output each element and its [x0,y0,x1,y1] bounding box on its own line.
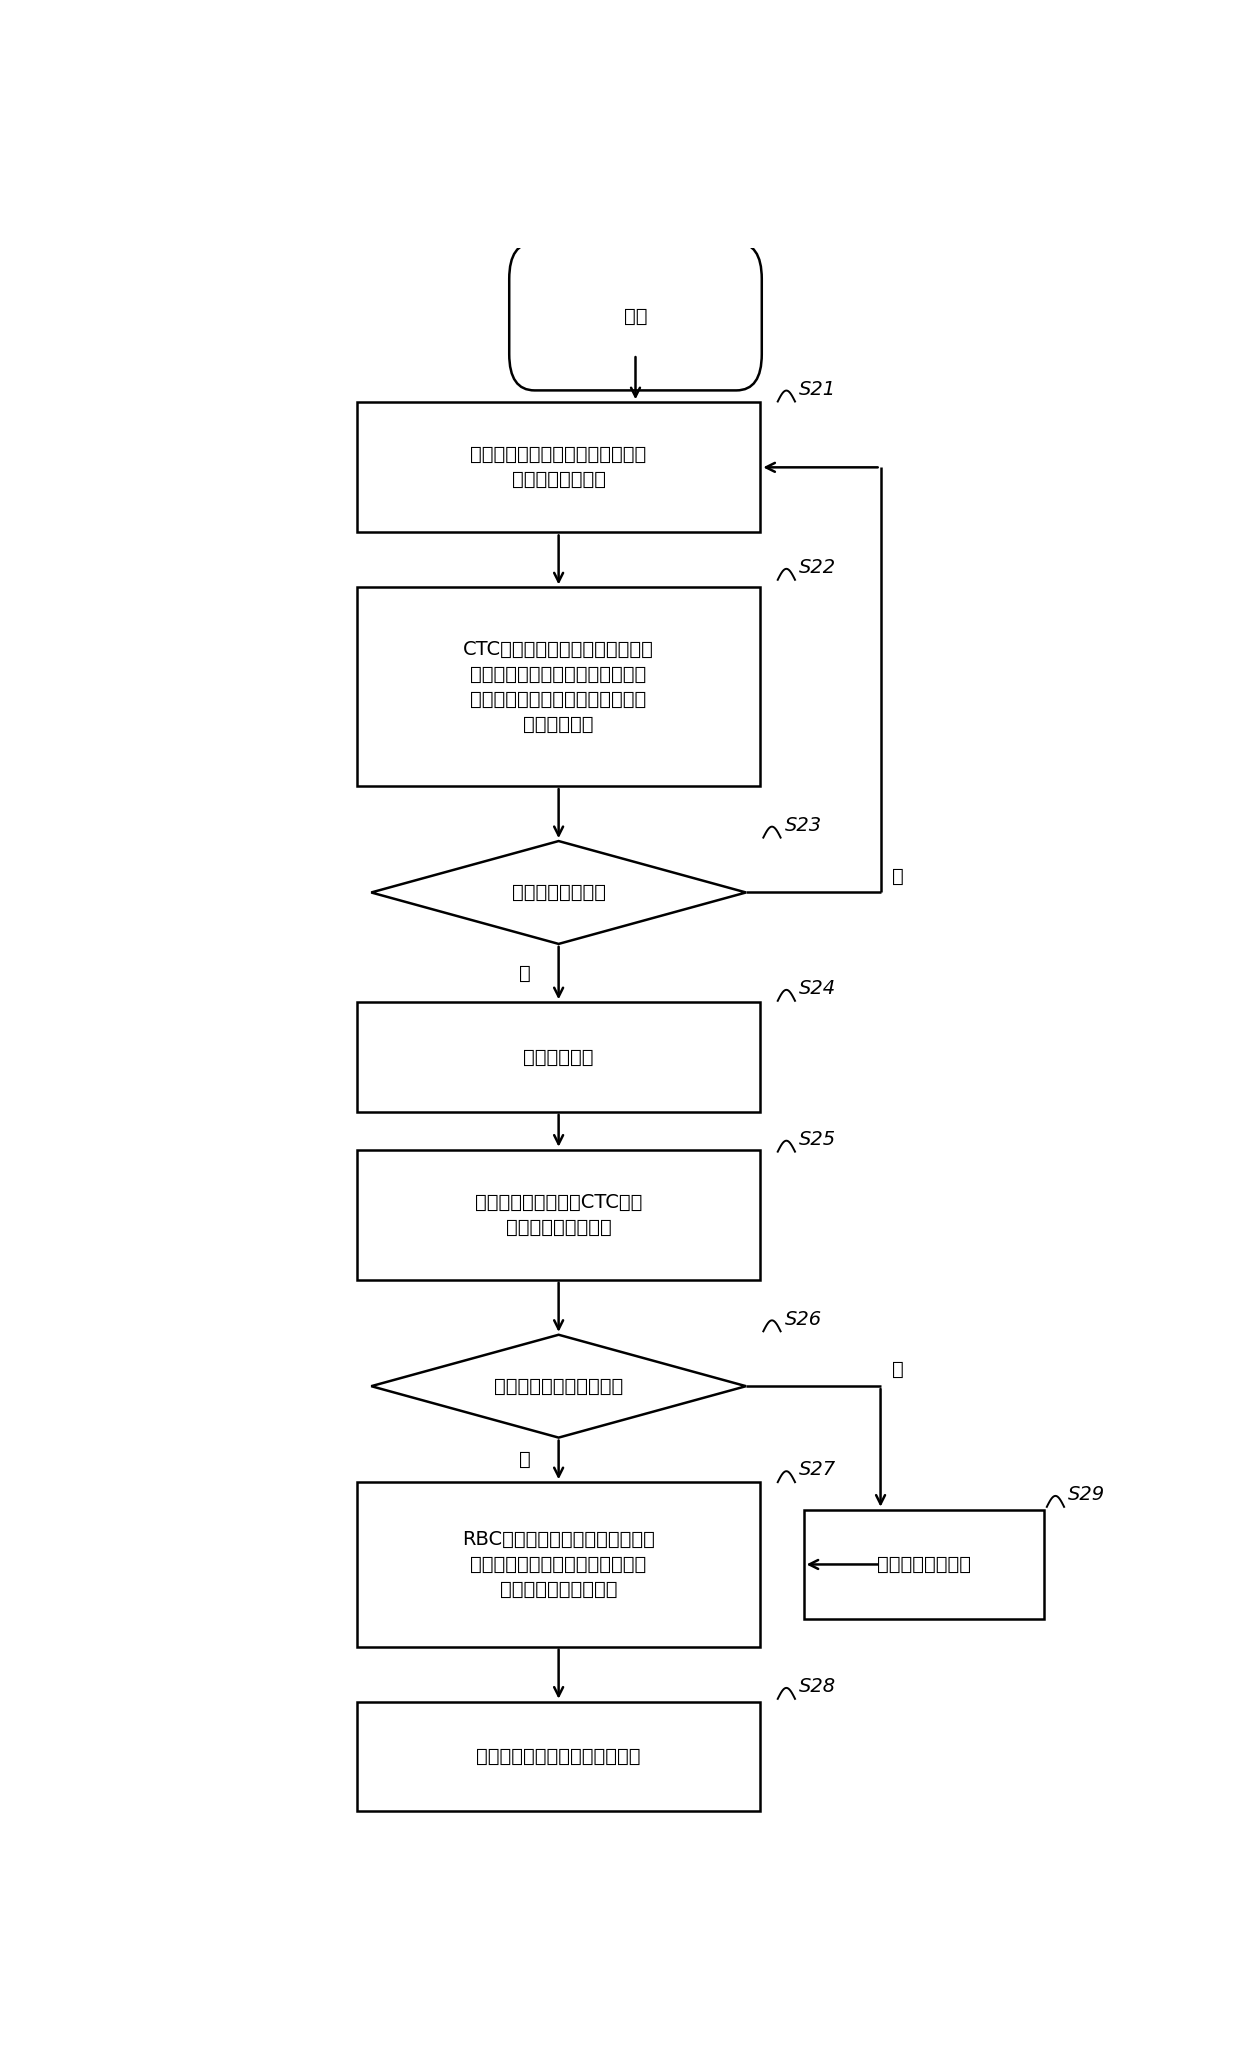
Bar [357,1149,760,1281]
Text: 否: 否 [892,1359,904,1380]
Text: S23: S23 [785,816,822,835]
Text: S25: S25 [799,1130,836,1149]
Text: S22: S22 [799,558,836,576]
Text: S21: S21 [799,380,836,399]
Text: S27: S27 [799,1461,836,1479]
Text: 列车准备发车完成，CTC为所
述列车办理发车进路: 列车准备发车完成，CTC为所 述列车办理发车进路 [475,1192,642,1238]
Text: 发车倒计时开始？: 发车倒计时开始？ [512,882,605,903]
Text: 车载设备根据所述行车许可发车: 车载设备根据所述行车许可发车 [476,1748,641,1766]
Text: RBC根据列车运行状态信息以及列
车前方的进路条件为列车计算行车
许可并发送给车载设备: RBC根据列车运行状态信息以及列 车前方的进路条件为列车计算行车 许可并发送给车… [463,1531,655,1599]
Bar [357,1481,760,1647]
Text: 人工控制列车运行: 人工控制列车运行 [877,1556,971,1574]
Bar [357,587,760,787]
Text: 列车进入完全监控模式？: 列车进入完全监控模式？ [494,1376,624,1397]
Text: S26: S26 [785,1310,822,1328]
FancyBboxPatch shape [510,242,761,390]
Text: 否: 否 [892,866,904,886]
Text: CTC根据所述请求在列车计划运行
图中获取对应于所述列车的列车运
行计划并发送所述列车运行计划到
所述车载设备: CTC根据所述请求在列车计划运行 图中获取对应于所述列车的列车运 行计划并发送所… [464,640,653,733]
Text: 是: 是 [520,963,531,983]
Text: 车载设备向调度集中系统发送查询
列车运行图的请求: 车载设备向调度集中系统发送查询 列车运行图的请求 [470,446,647,490]
Bar [804,1510,1044,1620]
Text: 开始: 开始 [624,308,647,326]
Polygon shape [371,841,746,944]
Text: 是: 是 [520,1450,531,1469]
Bar [357,1702,760,1812]
Text: 列车准备发车: 列车准备发车 [523,1047,594,1066]
Text: S24: S24 [799,979,836,998]
Bar [357,1002,760,1112]
Text: S28: S28 [799,1678,836,1696]
Polygon shape [371,1335,746,1438]
Text: S29: S29 [1068,1485,1105,1504]
Bar [357,403,760,533]
